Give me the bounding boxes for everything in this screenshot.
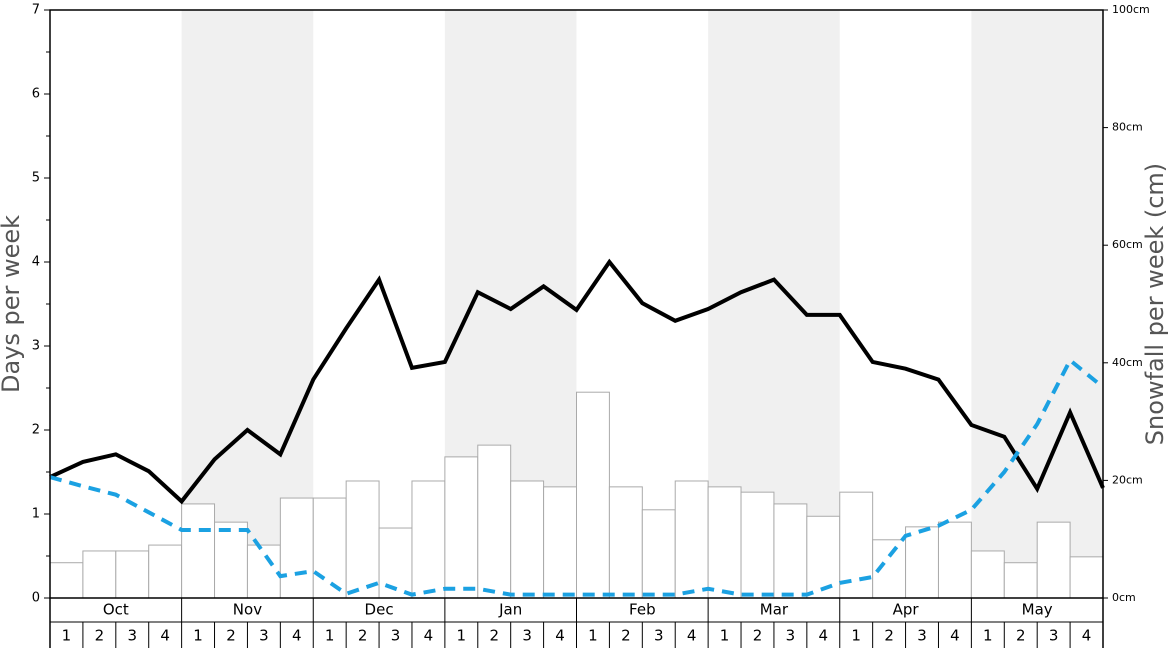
bar <box>937 521 972 599</box>
week-label: 1 <box>457 627 467 645</box>
bar <box>49 562 84 599</box>
week-label: 2 <box>753 627 763 645</box>
week-label: 2 <box>358 627 368 645</box>
week-label: 1 <box>62 627 72 645</box>
bar <box>1069 556 1104 599</box>
week-label: 3 <box>127 627 137 645</box>
y-tick-label: 3 <box>32 339 40 354</box>
bar <box>773 503 808 599</box>
week-label: 2 <box>621 627 631 645</box>
bar <box>641 509 676 599</box>
month-label: Mar <box>760 601 789 619</box>
bar <box>576 391 610 599</box>
bar <box>411 480 446 599</box>
bar <box>444 456 479 599</box>
week-label: 2 <box>226 627 236 645</box>
week-label: 2 <box>95 627 105 645</box>
week-label: 3 <box>259 627 269 645</box>
bar <box>246 544 281 599</box>
bar <box>707 486 742 599</box>
y2-tick-label: 60cm <box>1112 238 1143 251</box>
bar <box>740 491 775 599</box>
week-label: 1 <box>720 627 730 645</box>
week-label: 1 <box>325 627 335 645</box>
y-tick-label: 2 <box>32 423 40 438</box>
y-tick-label: 6 <box>32 87 40 102</box>
bar <box>312 497 347 599</box>
line <box>49 258 1105 505</box>
month-label: Jan <box>498 601 522 619</box>
week-label: 1 <box>983 627 993 645</box>
month-label: Nov <box>233 601 262 619</box>
y2-tick-label: 100cm <box>1112 3 1150 16</box>
y2-tick-label: 40cm <box>1112 356 1143 369</box>
week-label: 4 <box>292 627 302 645</box>
week-label: 2 <box>884 627 894 645</box>
month-label: Feb <box>629 601 656 619</box>
y-tick-label: 1 <box>32 507 40 522</box>
week-label: 3 <box>917 627 927 645</box>
bar <box>1036 521 1071 599</box>
week-label: 4 <box>555 627 565 645</box>
bar <box>477 444 512 599</box>
week-label: 3 <box>1049 627 1059 645</box>
bar <box>181 503 216 599</box>
week-label: 4 <box>950 627 960 645</box>
bar <box>345 480 380 599</box>
bar <box>905 526 939 599</box>
bar <box>510 480 545 599</box>
bar <box>82 550 117 599</box>
y2-tick-label: 20cm <box>1112 473 1143 486</box>
line <box>49 357 1105 597</box>
y-tick-label: 4 <box>32 255 40 270</box>
week-label: 4 <box>424 627 434 645</box>
week-label: 3 <box>786 627 796 645</box>
week-label: 3 <box>522 627 532 645</box>
bar <box>115 550 150 599</box>
bar <box>608 486 643 599</box>
week-label: 1 <box>193 627 203 645</box>
week-label: 3 <box>654 627 664 645</box>
month-label: Dec <box>365 601 394 619</box>
bar <box>806 515 841 599</box>
month-band <box>971 10 1103 598</box>
month-label: Apr <box>893 601 920 619</box>
y-tick-label: 5 <box>32 171 40 186</box>
y2-tick-label: 0cm <box>1112 591 1136 604</box>
bar <box>279 497 314 599</box>
y-axis-title: Days per week <box>0 215 25 393</box>
week-label: 2 <box>1016 627 1026 645</box>
y-tick-label: 0 <box>32 591 40 606</box>
bar <box>148 544 183 599</box>
week-label: 1 <box>851 627 861 645</box>
month-label: May <box>1022 601 1053 619</box>
bar <box>1003 562 1038 599</box>
month-label: Oct <box>103 601 129 619</box>
week-label: 1 <box>588 627 598 645</box>
bar <box>674 480 709 599</box>
y2-tick-label: 80cm <box>1112 121 1143 134</box>
week-label: 4 <box>819 627 829 645</box>
bar <box>214 521 248 599</box>
week-label: 2 <box>489 627 499 645</box>
y-tick-label: 7 <box>32 3 40 18</box>
week-label: 4 <box>1082 627 1092 645</box>
week-label: 3 <box>391 627 401 645</box>
week-label: 4 <box>160 627 170 645</box>
bar <box>543 486 577 599</box>
week-label: 4 <box>687 627 697 645</box>
y2-axis-title: Snowfall per week (cm) <box>1141 163 1168 445</box>
bar <box>970 550 1005 599</box>
